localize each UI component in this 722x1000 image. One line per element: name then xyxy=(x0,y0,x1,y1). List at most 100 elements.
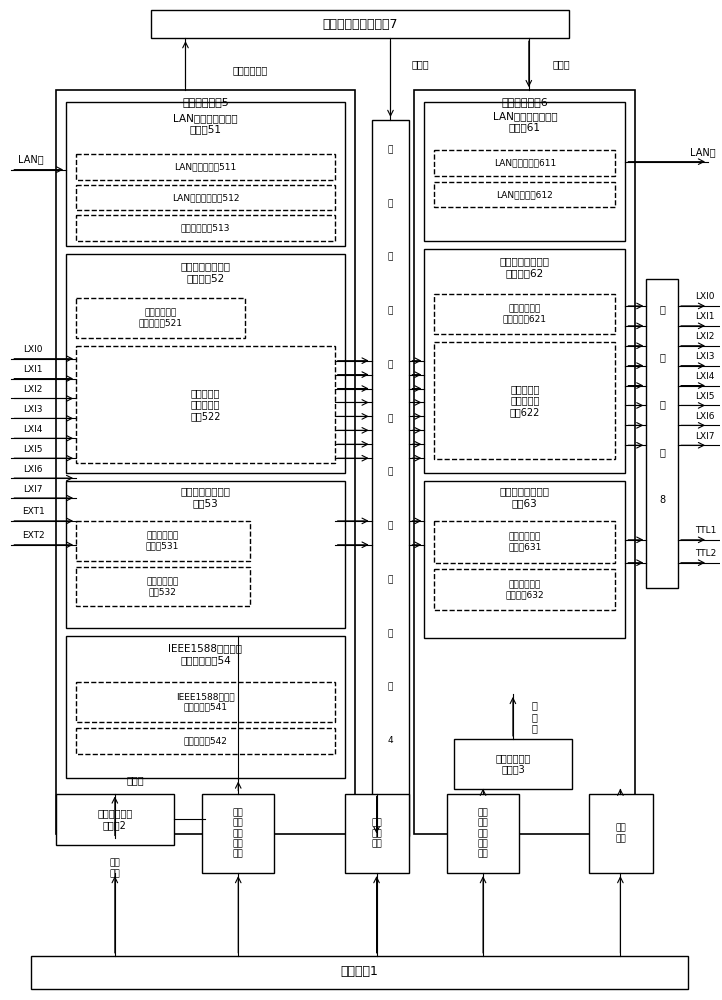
Text: 模: 模 xyxy=(659,399,665,409)
Text: LAN包: LAN包 xyxy=(690,147,716,157)
Bar xyxy=(76,215,335,241)
Bar xyxy=(56,794,173,845)
Text: 外部触发输入
寄存器531: 外部触发输入 寄存器531 xyxy=(146,531,179,551)
Text: 外部触发输入
检测532: 外部触发输入 检测532 xyxy=(147,577,179,596)
Text: 块: 块 xyxy=(659,447,665,457)
Text: 触发输出使能
寄存器3: 触发输出使能 寄存器3 xyxy=(495,753,531,775)
Bar xyxy=(76,682,335,722)
Text: 供查询: 供查询 xyxy=(127,776,144,786)
Text: 触发输入模块5: 触发输入模块5 xyxy=(182,97,229,107)
Bar xyxy=(76,346,335,463)
Bar xyxy=(31,956,688,989)
Text: 硬件总线触发
输出寄存器621: 硬件总线触发 输出寄存器621 xyxy=(503,304,547,324)
Text: 存: 存 xyxy=(388,629,393,638)
Text: 发: 发 xyxy=(388,199,393,208)
Text: 选: 选 xyxy=(388,468,393,477)
Text: 写入
使能: 写入 使能 xyxy=(110,859,120,878)
Bar xyxy=(151,10,569,38)
Bar xyxy=(434,294,615,334)
Text: 供查询: 供查询 xyxy=(412,59,429,69)
Bar xyxy=(76,298,245,338)
Text: 命令解析模块513: 命令解析模块513 xyxy=(180,224,230,233)
Text: 供查询: 供查询 xyxy=(553,59,570,69)
Bar xyxy=(66,254,344,473)
Bar xyxy=(76,521,251,561)
Text: 输: 输 xyxy=(388,360,393,369)
Text: LXI0: LXI0 xyxy=(695,292,715,301)
Bar xyxy=(447,794,519,873)
Bar xyxy=(76,567,251,606)
Bar xyxy=(76,728,335,754)
Text: LAN消息解析模块512: LAN消息解析模块512 xyxy=(172,193,239,202)
Text: LXI1: LXI1 xyxy=(24,365,43,374)
Text: IEEE1588时间触
发管理模块541: IEEE1588时间触 发管理模块541 xyxy=(176,692,235,712)
Text: 延: 延 xyxy=(659,304,665,314)
Bar xyxy=(425,102,625,241)
Text: LXI2: LXI2 xyxy=(24,385,43,394)
Text: 触发输出模块6: 触发输出模块6 xyxy=(502,97,548,107)
Text: TTL2: TTL2 xyxy=(695,549,716,558)
Text: EXT2: EXT2 xyxy=(22,531,45,540)
Text: LAN消息触发输出管
理模块61: LAN消息触发输出管 理模块61 xyxy=(492,111,557,133)
Text: 寄: 寄 xyxy=(388,575,393,584)
Text: 硬件总线触
发输入检测
模块522: 硬件总线触 发输入检测 模块522 xyxy=(190,388,221,421)
Text: 触发输入状态寄存器7: 触发输入状态寄存器7 xyxy=(322,18,397,31)
Text: 写入
使能: 写入 使能 xyxy=(615,824,626,843)
Text: 控制单元1: 控制单元1 xyxy=(341,965,378,978)
Text: 时: 时 xyxy=(659,352,665,362)
Text: LXI4: LXI4 xyxy=(695,372,714,381)
Text: 外部触发输入管理
模块53: 外部触发输入管理 模块53 xyxy=(180,486,230,508)
Text: EXT1: EXT1 xyxy=(22,507,45,516)
Bar xyxy=(66,636,344,778)
Text: TTL1: TTL1 xyxy=(695,526,716,535)
Text: 外部触发输出
产生模块632: 外部触发输出 产生模块632 xyxy=(505,580,544,599)
Text: 4: 4 xyxy=(388,736,393,745)
Text: LXI3: LXI3 xyxy=(695,352,715,361)
Text: 8: 8 xyxy=(659,495,665,505)
Text: LXI6: LXI6 xyxy=(695,412,715,421)
Bar xyxy=(344,794,409,873)
Text: 外部触发输出管理
模块63: 外部触发输出管理 模块63 xyxy=(500,486,550,508)
Text: LAN消息封装612: LAN消息封装612 xyxy=(497,190,553,199)
Text: IEEE1588时间触发
输入管理模块54: IEEE1588时间触发 输入管理模块54 xyxy=(168,643,243,665)
Bar xyxy=(588,794,653,873)
Bar xyxy=(434,150,615,176)
Text: LAN消息触发输入管
理模块51: LAN消息触发输入管 理模块51 xyxy=(173,113,238,135)
Text: 硬件总线触发输入
管理模块52: 硬件总线触发输入 管理模块52 xyxy=(180,261,230,283)
Text: 写入
各管
理模
块寄
存器: 写入 各管 理模 块寄 存器 xyxy=(478,808,488,859)
Bar xyxy=(434,521,615,563)
Text: LAN包: LAN包 xyxy=(19,155,44,165)
Bar xyxy=(76,154,335,180)
Text: LXI7: LXI7 xyxy=(24,485,43,494)
Text: LXI4: LXI4 xyxy=(24,425,43,434)
Text: 器: 器 xyxy=(388,683,393,692)
Text: 写入
选通
关系: 写入 选通 关系 xyxy=(371,818,382,848)
Bar xyxy=(434,182,615,207)
Bar xyxy=(425,481,625,638)
Text: LXI6: LXI6 xyxy=(24,465,43,474)
Text: LXI2: LXI2 xyxy=(695,332,714,341)
Bar xyxy=(76,185,335,210)
Text: 出: 出 xyxy=(388,414,393,423)
Text: LXI0: LXI0 xyxy=(24,345,43,354)
Bar xyxy=(454,739,572,789)
Text: LXI7: LXI7 xyxy=(695,432,715,441)
Bar xyxy=(372,120,409,836)
Text: 入: 入 xyxy=(388,306,393,315)
Bar xyxy=(434,569,615,610)
Bar xyxy=(66,481,344,628)
Text: 硬件总线触
发输出产生
模块622: 硬件总线触 发输出产生 模块622 xyxy=(510,384,540,417)
Text: 供
查
询: 供 查 询 xyxy=(532,700,538,734)
Bar xyxy=(66,102,344,246)
Bar xyxy=(646,279,678,588)
Bar xyxy=(56,90,355,834)
Text: LXI5: LXI5 xyxy=(695,392,715,401)
Bar xyxy=(414,90,635,834)
Text: 输: 输 xyxy=(388,253,393,262)
Text: 通: 通 xyxy=(388,521,393,530)
Text: 外部触发输出
寄存器631: 外部触发输出 寄存器631 xyxy=(508,532,542,551)
Text: 写入
各管
理模
块寄
存器: 写入 各管 理模 块寄 存器 xyxy=(233,808,243,859)
Text: LAN消息寄存器611: LAN消息寄存器611 xyxy=(494,158,556,167)
Text: 写入触发状态: 写入触发状态 xyxy=(232,65,268,75)
Text: 时间寄存器542: 时间寄存器542 xyxy=(183,736,227,745)
